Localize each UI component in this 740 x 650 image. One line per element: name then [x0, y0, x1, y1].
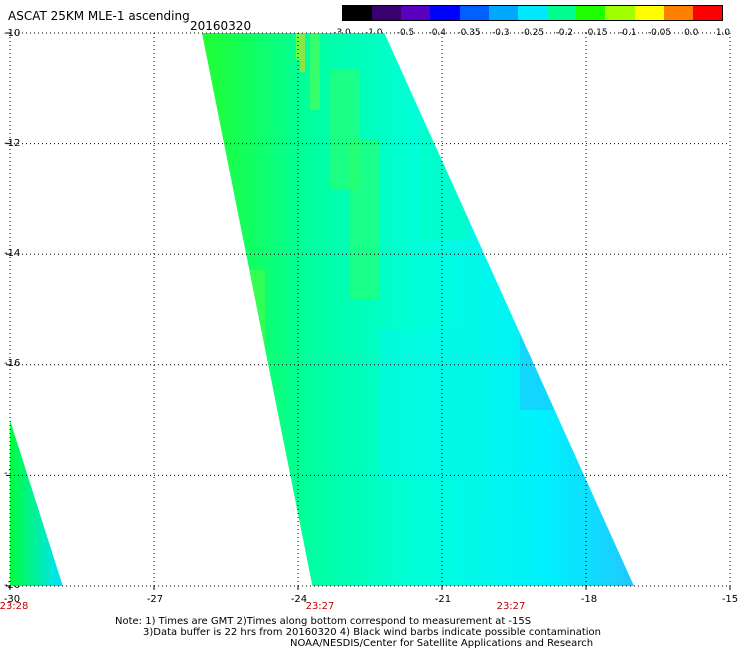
y-tick-label: -14 [4, 248, 21, 259]
data-patch [510, 120, 545, 210]
colorbar-tick-label: -0.4 [428, 28, 447, 38]
colorbar-swatch [692, 6, 723, 20]
colorbar-tick-label: 0.0 [684, 28, 699, 38]
data-patch [420, 130, 470, 240]
data-patch [530, 210, 590, 360]
colorbar-swatch [459, 6, 489, 20]
data-patch [300, 33, 305, 72]
colorbar-swatch [401, 6, 431, 20]
y-tick-label: -16 [4, 358, 21, 369]
colorbar-tick-label: -0.35 [457, 28, 481, 38]
x-tick-label: -21 [434, 594, 452, 605]
data-patch [520, 250, 580, 410]
x-tick-label: -30 [3, 594, 21, 605]
colorbar-tick-label: -0.25 [520, 28, 545, 38]
colorbar-swatch [576, 6, 606, 20]
data-patch [500, 190, 560, 290]
data-patch [296, 33, 300, 60]
colorbar-swatch [634, 6, 664, 20]
colorbar [342, 5, 723, 21]
x-tick-label: -18 [580, 594, 598, 605]
data-patch [350, 140, 380, 300]
data-patch [310, 33, 320, 110]
time-label: 23:27 [496, 601, 526, 612]
colorbar-swatch [605, 6, 635, 20]
data-patch [380, 330, 460, 480]
colorbar-swatch [343, 6, 373, 20]
colorbar-swatch [430, 6, 460, 20]
note-line-1: Note: 1) Times are GMT 2)Times along bot… [115, 616, 532, 627]
time-label: 23:28 [0, 601, 29, 612]
colorbar-tick-label: -0.2 [555, 28, 574, 38]
x-tick-label: -24 [290, 594, 308, 605]
map-date: 20160320 [190, 19, 252, 33]
note-line-2: 3)Data buffer is 22 hrs from 20160320 4)… [143, 627, 601, 638]
x-tick-label: -15 [721, 594, 739, 605]
swath-main [202, 33, 634, 586]
colorbar-tick-label: -0.15 [584, 28, 608, 38]
colorbar-swatch [488, 6, 518, 20]
note-line-3: NOAA/NESDIS/Center for Satellite Applica… [290, 638, 594, 649]
colorbar-swatch [663, 6, 693, 20]
colorbar-tick-label: -0.05 [647, 28, 672, 38]
swath-edge [10, 420, 63, 586]
colorbar-tick-label: -0.3 [491, 28, 510, 38]
y-tick-label: -12 [4, 138, 21, 149]
colorbar-swatch [517, 6, 548, 20]
colorbar-swatch [372, 6, 402, 20]
map-title: ASCAT 25KM MLE-1 ascending [8, 9, 190, 23]
x-tick-label: -27 [146, 594, 164, 605]
time-label: 23:27 [305, 601, 335, 612]
data-patch [245, 270, 265, 450]
colorbar-swatch [547, 6, 577, 20]
y-tick-label: -10 [4, 28, 21, 39]
colorbar-tick-label: -0.5 [396, 28, 415, 38]
colorbar-tick-label: -0.1 [618, 28, 637, 38]
